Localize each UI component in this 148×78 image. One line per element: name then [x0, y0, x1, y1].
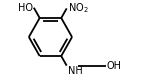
- Text: OH: OH: [107, 61, 122, 71]
- Text: NO$_2$: NO$_2$: [68, 1, 88, 15]
- Text: NH: NH: [68, 66, 82, 76]
- Text: HO: HO: [18, 3, 33, 13]
